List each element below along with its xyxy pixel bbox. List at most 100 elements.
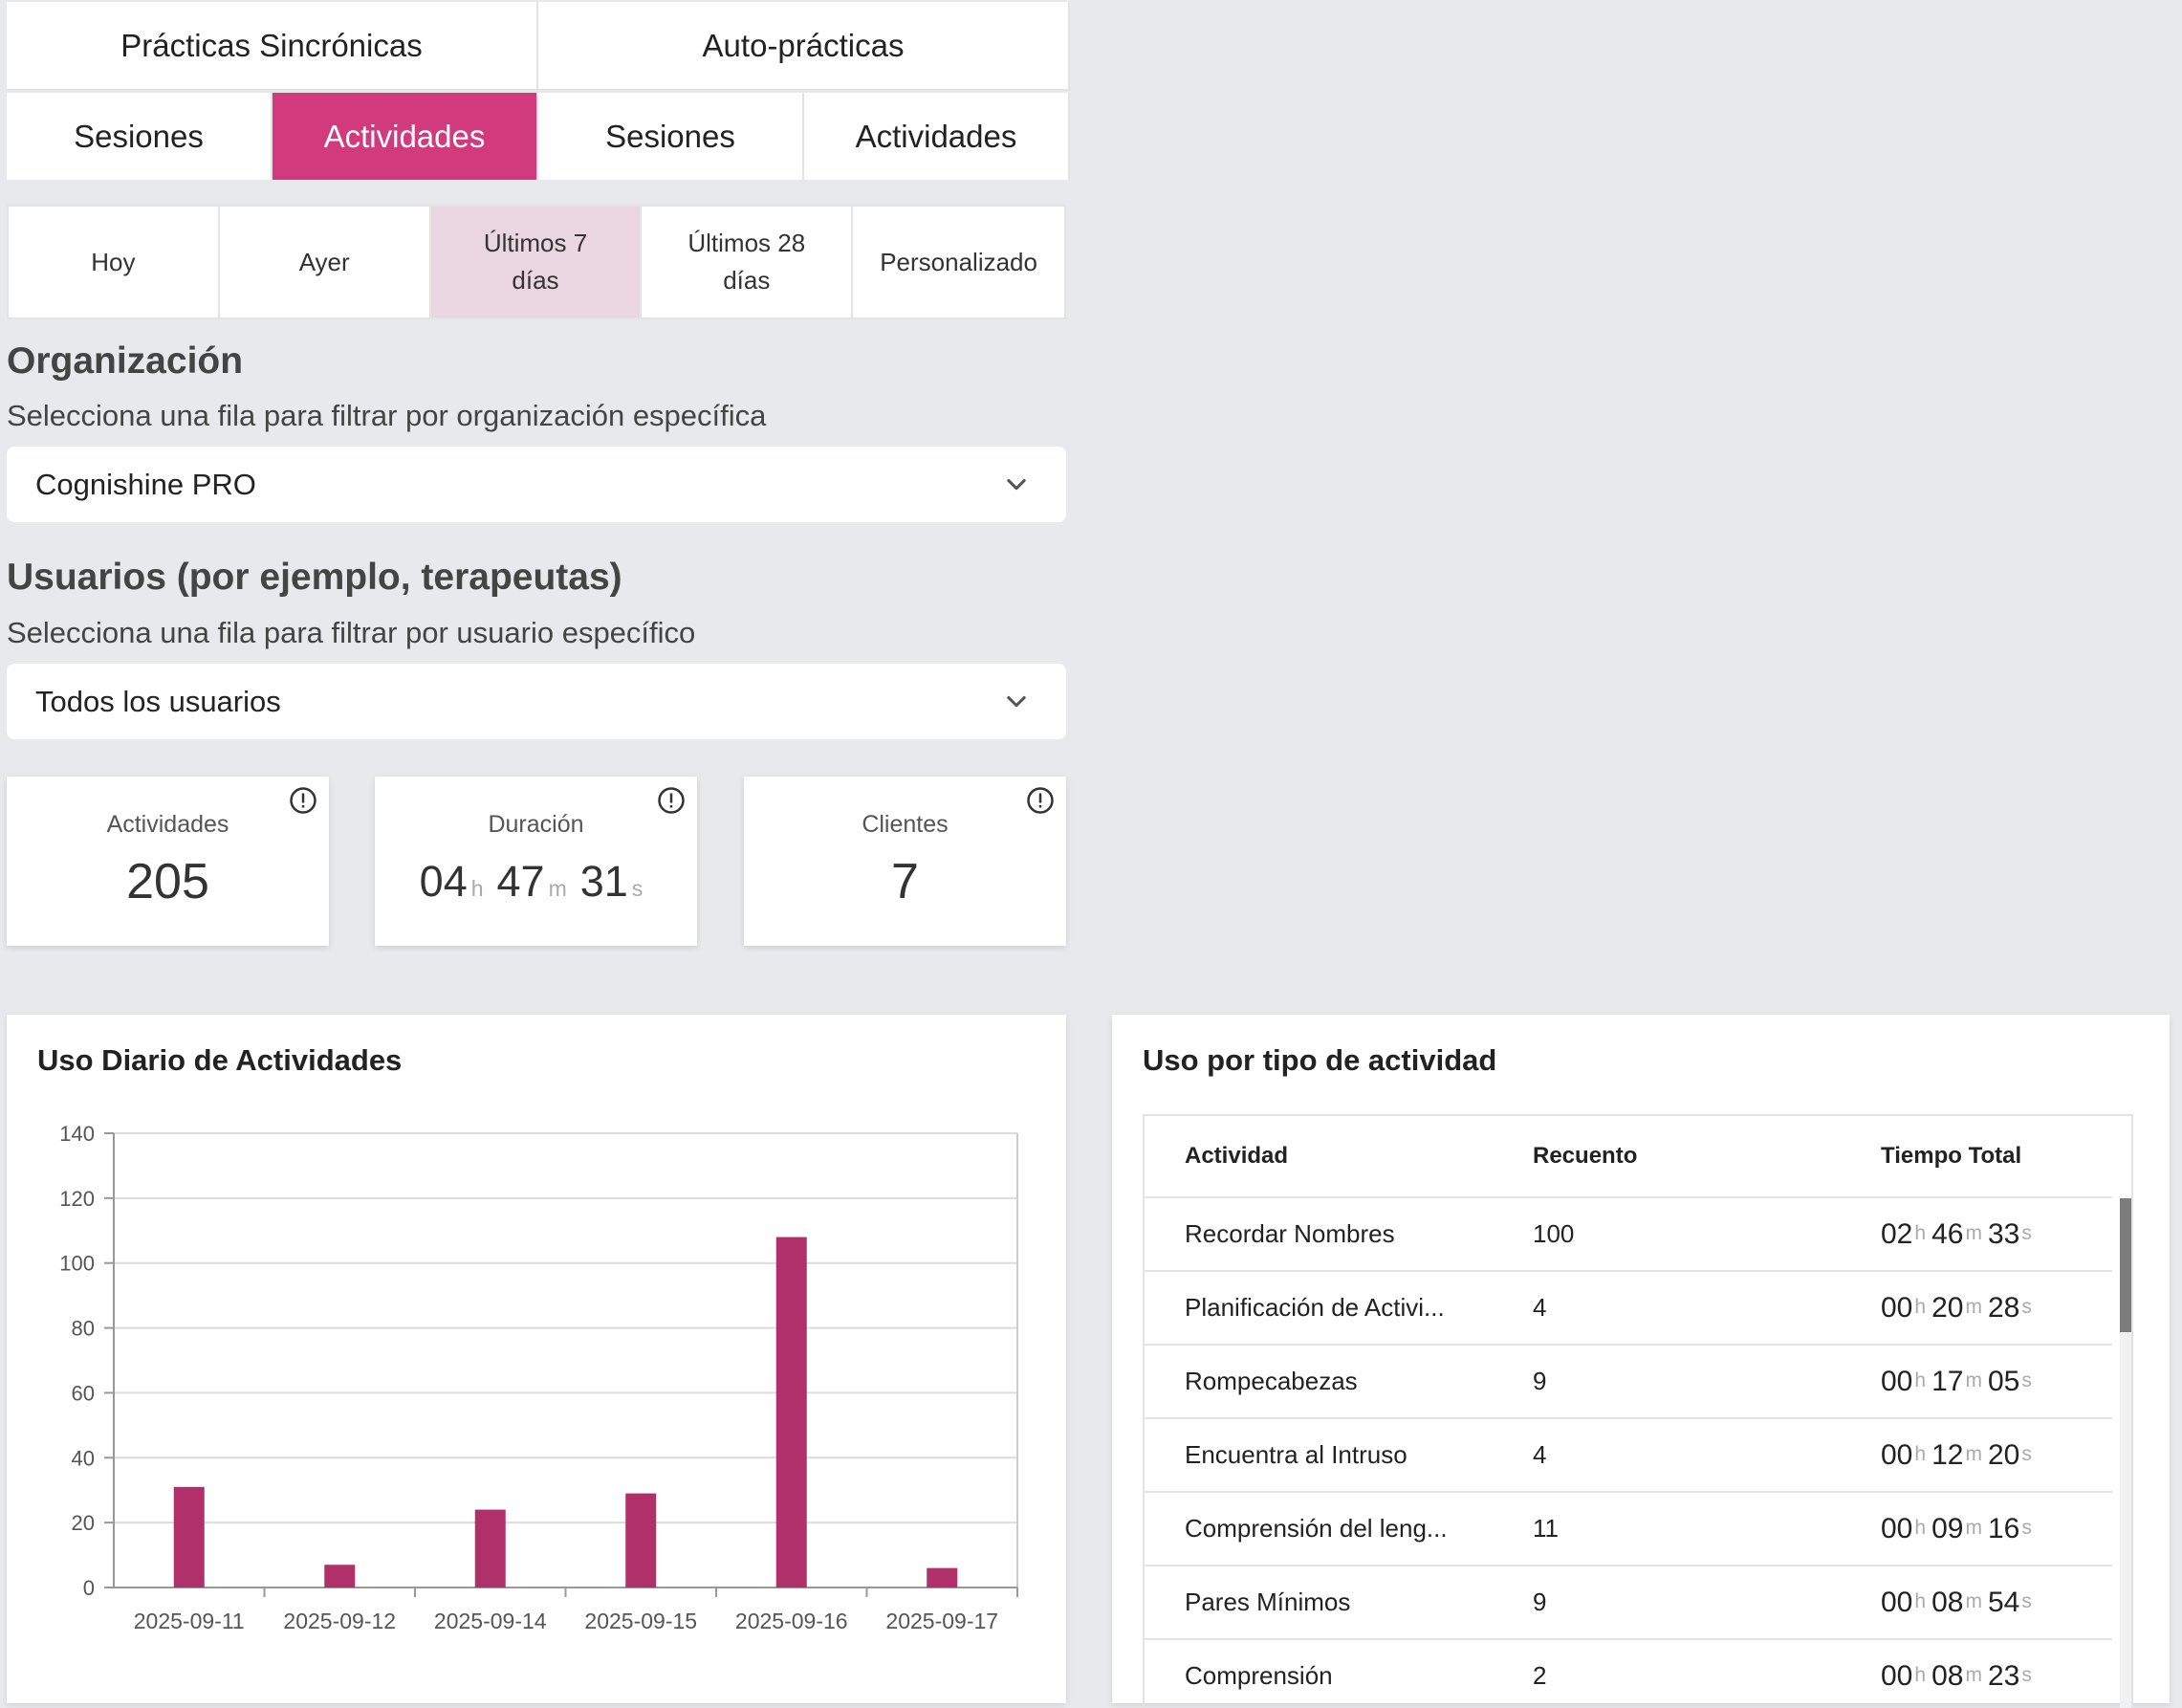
col-header-recuento[interactable]: Recuento	[1533, 1143, 1638, 1169]
time-unit-h: h	[1914, 1517, 1927, 1539]
users-heading: Usuarios (por ejemplo, terapeutas)	[7, 557, 622, 598]
table-scrollbar-thumb[interactable]	[2120, 1198, 2131, 1332]
cell-recuento: 4	[1533, 1440, 1547, 1469]
info-icon[interactable]	[289, 786, 317, 815]
time-unit-s: s	[2021, 1222, 2032, 1244]
daily-usage-chart: 0 20 40 60 80 100 120 140 2025-09-11 2025-09-12 20…	[59, 1122, 1018, 1633]
range-hoy[interactable]: Hoy	[9, 207, 220, 318]
y-tick-label: 80	[72, 1317, 95, 1341]
table-row[interactable]: Comprensión 2 00 h 08 m 23 s	[1145, 1640, 2112, 1708]
duration-seconds: 31	[579, 857, 628, 906]
time-unit-h: h	[1914, 1664, 1927, 1686]
time-unit-s: s	[2021, 1664, 2032, 1686]
col-header-tiempo-total[interactable]: Tiempo Total	[1881, 1143, 2022, 1169]
time-unit-s: s	[2021, 1517, 2032, 1539]
cell-recuento: 4	[1533, 1293, 1547, 1322]
kpi-actividades: Actividades 205	[7, 777, 329, 946]
users-selected-value: Todos los usuarios	[35, 684, 281, 718]
chevron-down-icon	[1007, 695, 1026, 708]
time-unit-m: m	[1965, 1517, 1982, 1539]
duration-minutes: 47	[496, 857, 545, 906]
time-m: 08	[1931, 1586, 1964, 1618]
table-header: Actividad Recuento Tiempo Total	[1145, 1116, 2112, 1198]
cell-tiempo-total: 00 h 08 m 23 s	[1881, 1640, 2038, 1708]
time-s: 54	[1987, 1586, 2020, 1618]
time-s: 28	[1987, 1291, 2020, 1324]
daily-usage-title: Uso Diario de Actividades	[37, 1043, 403, 1077]
y-tick-label: 20	[72, 1511, 95, 1535]
time-h: 00	[1881, 1438, 1913, 1471]
time-s: 16	[1987, 1512, 2020, 1544]
time-unit-s: s	[2021, 1296, 2032, 1318]
time-unit-m: m	[1965, 1443, 1982, 1465]
chevron-down-icon	[1007, 478, 1026, 491]
duration-hours-unit: h	[470, 876, 484, 901]
cell-actividad: Planificación de Activi...	[1185, 1293, 1445, 1322]
tab-sync-sesiones[interactable]: Sesiones	[7, 93, 273, 180]
cell-tiempo-total: 00 h 09 m 16 s	[1881, 1493, 2038, 1565]
cell-recuento: 100	[1533, 1219, 1575, 1248]
organization-selected-value: Cognishine PRO	[35, 467, 256, 501]
cell-tiempo-total: 00 h 08 m 54 s	[1881, 1566, 2038, 1638]
organization-select[interactable]: Cognishine PRO	[7, 447, 1066, 522]
kpi-clientes-value: 7	[891, 854, 919, 909]
table-row[interactable]: Encuentra al Intruso 4 00 h 12 m 20 s	[1145, 1419, 2112, 1493]
kpi-duracion-label: Duración	[488, 811, 584, 838]
cell-actividad: Rompecabezas	[1185, 1367, 1358, 1395]
time-m: 08	[1931, 1659, 1964, 1692]
activity-type-title: Uso por tipo de actividad	[1143, 1043, 1497, 1077]
table-row[interactable]: Planificación de Activi... 4 00 h 20 m 28 s	[1145, 1272, 2112, 1346]
users-subtitle: Selecciona una fila para filtrar por usu…	[7, 616, 696, 649]
activity-type-card: Uso por tipo de actividad Actividad Recu…	[1112, 1015, 2170, 1708]
cell-actividad: Comprensión del leng...	[1185, 1514, 1448, 1543]
tab-auto-practicas[interactable]: Auto-prácticas	[538, 2, 1070, 91]
bar	[324, 1565, 356, 1588]
cell-recuento: 9	[1533, 1588, 1547, 1616]
cell-tiempo-total: 00 h 12 m 20 s	[1881, 1419, 2038, 1491]
kpi-actividades-value: 205	[126, 854, 209, 909]
users-select[interactable]: Todos los usuarios	[7, 664, 1066, 739]
range-ultimos-7-dias[interactable]: Últimos 7 días	[430, 207, 643, 318]
range-ultimos-28-dias[interactable]: Últimos 28 días	[642, 207, 854, 318]
time-unit-h: h	[1914, 1590, 1927, 1612]
y-tick-label: 140	[59, 1122, 95, 1146]
tab-practicas-sincronicas[interactable]: Prácticas Sincrónicas	[7, 2, 538, 91]
time-s: 23	[1987, 1659, 2020, 1692]
cell-actividad: Pares Mínimos	[1185, 1588, 1351, 1616]
cell-tiempo-total: 00 h 17 m 05 s	[1881, 1346, 2038, 1417]
cell-tiempo-total: 00 h 20 m 28 s	[1881, 1272, 2038, 1344]
bar	[927, 1567, 958, 1588]
tab-auto-sesiones[interactable]: Sesiones	[538, 93, 804, 180]
bar	[474, 1509, 506, 1588]
range-personalizado[interactable]: Personalizado	[880, 247, 1037, 276]
time-unit-h: h	[1914, 1443, 1927, 1465]
cell-recuento: 2	[1533, 1661, 1547, 1690]
info-icon[interactable]	[657, 786, 686, 815]
kpi-clientes: Clientes 7	[744, 777, 1066, 946]
tab-sync-actividades[interactable]: Actividades	[273, 93, 538, 180]
time-unit-m: m	[1965, 1664, 1982, 1686]
table-row[interactable]: Pares Mínimos 9 00 h 08 m 54 s	[1145, 1566, 2112, 1640]
table-row[interactable]: Recordar Nombres 100 02 h 46 m 33 s	[1145, 1198, 2112, 1272]
date-range-tabs: Hoy Ayer Últimos 7 días Últimos 28 días …	[7, 205, 1066, 319]
organization-heading: Organización	[7, 340, 244, 382]
kpi-duracion-value: 04 h 47 m 31 s	[375, 857, 697, 907]
kpi-clientes-label: Clientes	[862, 811, 949, 838]
y-tick-label: 60	[72, 1381, 95, 1405]
cell-recuento: 11	[1533, 1514, 1559, 1543]
table-row[interactable]: Comprensión del leng... 11 00 h 09 m 16 s	[1145, 1493, 2112, 1566]
mode-tabs: Prácticas Sincrónicas Auto-prácticas	[7, 2, 1070, 91]
activity-type-table: Actividad Recuento Tiempo Total Recordar…	[1143, 1114, 2133, 1708]
time-unit-h: h	[1914, 1222, 1927, 1244]
organization-subtitle: Selecciona una fila para filtrar por org…	[7, 399, 767, 432]
duration-seconds-unit: s	[631, 876, 644, 901]
tab-auto-actividades[interactable]: Actividades	[804, 93, 1070, 180]
col-header-actividad[interactable]: Actividad	[1185, 1143, 1289, 1169]
table-row[interactable]: Rompecabezas 9 00 h 17 m 05 s	[1145, 1346, 2112, 1419]
info-icon[interactable]	[1026, 786, 1055, 815]
time-h: 00	[1881, 1291, 1913, 1324]
daily-usage-card: Uso Diario de Actividades 0 20 40 60 80 100 12…	[7, 1015, 1066, 1703]
cell-tiempo-total: 02 h 46 m 33 s	[1881, 1198, 2038, 1270]
time-unit-s: s	[2021, 1369, 2032, 1391]
range-ayer[interactable]: Ayer	[220, 207, 431, 318]
